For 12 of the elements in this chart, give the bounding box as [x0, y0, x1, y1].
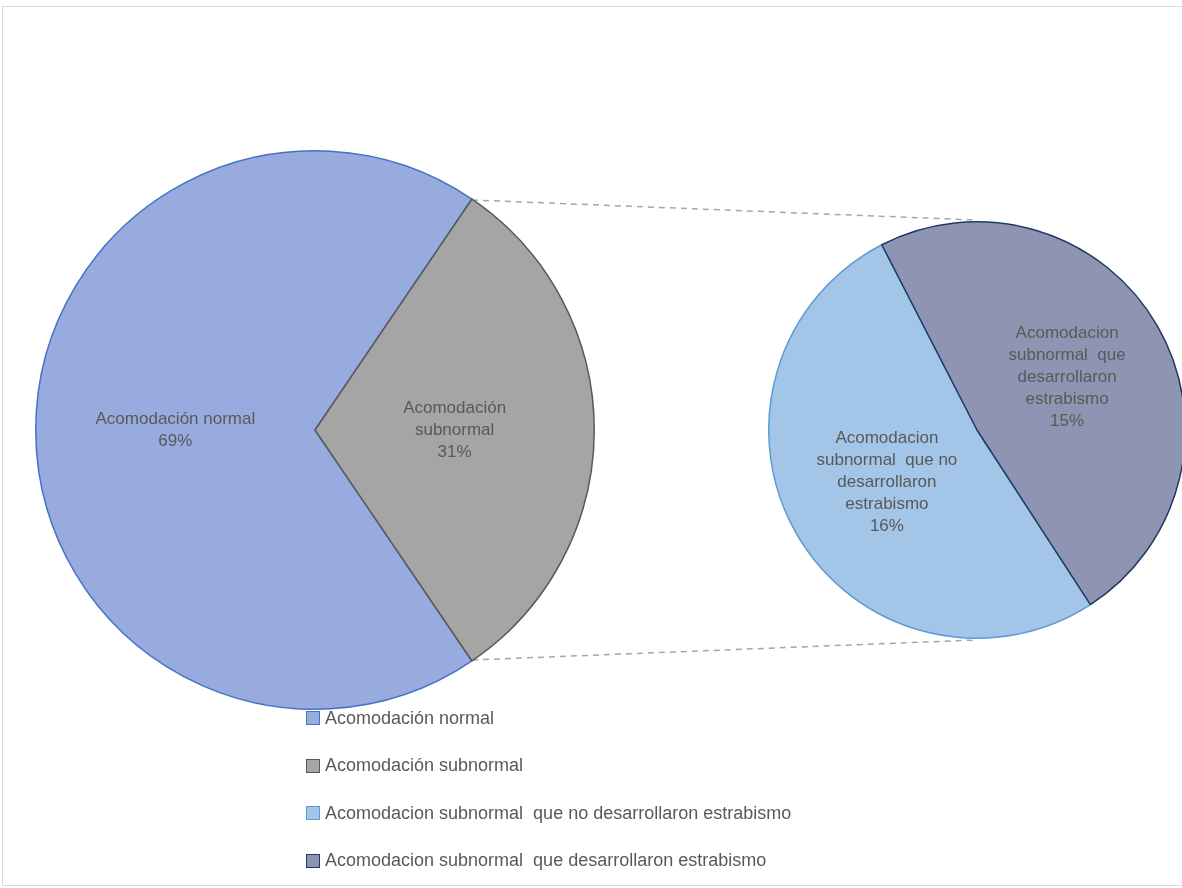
data-label: 31% [437, 441, 472, 461]
slice-label: Acomodacion subnormal que desarrollaron estrabismo [1008, 323, 1126, 409]
slice-label: Acomodacion subnormal que no desarrollaron estrabismo [816, 427, 958, 513]
slice-label: Acomodación subnormal [403, 397, 507, 439]
legend-label: Acomodacion subnormal que desarrollaron estrabismo [325, 850, 767, 871]
data-label: 16% [869, 515, 904, 535]
data-label: 15% [1050, 411, 1085, 431]
data-label: 69% [158, 430, 193, 450]
legend-label: Acomodacion subnormal que no desarrollaron estrabismo [325, 802, 792, 824]
legend-label: Acomodación normal [325, 707, 495, 729]
slice-label: Acomodación normal [95, 408, 256, 428]
legend-label: Acomodación subnormal [325, 755, 524, 776]
